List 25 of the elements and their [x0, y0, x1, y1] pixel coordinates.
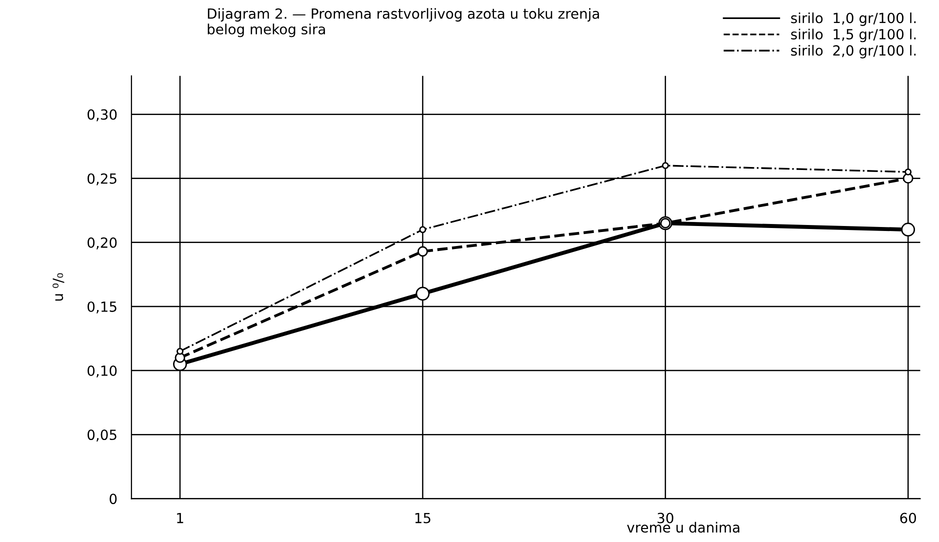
y-tick-label: 0,15: [88, 301, 116, 314]
point: [419, 226, 426, 234]
y-tick-label: 0,30: [88, 109, 117, 122]
point: [901, 222, 916, 237]
x-tick-label: 30: [658, 512, 674, 524]
point: [416, 286, 430, 301]
x-tick-label: 15: [415, 512, 430, 524]
x-tick-label: 1: [177, 512, 184, 524]
point: [904, 168, 912, 176]
legend-label: sirilo 2,0 gr/100 l.: [791, 44, 916, 58]
point: [662, 162, 669, 170]
y-tick-label: 0,25: [88, 173, 116, 186]
y-tick-label: 0,20: [88, 237, 117, 250]
y-tick-label: 0,05: [88, 430, 116, 442]
legend-label: sirilo 1,5 gr/100 l.: [791, 28, 916, 42]
point: [176, 348, 184, 355]
y-tick-label: 0,10: [88, 366, 117, 378]
point: [174, 352, 186, 363]
legend-label: sirilo 1,0 gr/100 l.: [791, 12, 916, 26]
y-tick-label: 0: [110, 494, 117, 504]
chart-title: Dijagram 2. — Promena rastvorljivog azota u toku zrenja belog mekog sira: [208, 8, 599, 38]
point: [902, 173, 914, 184]
x-tick-label: 60: [900, 512, 916, 524]
y-axis-title: u ⁰/₀: [52, 273, 64, 301]
point: [417, 246, 428, 257]
